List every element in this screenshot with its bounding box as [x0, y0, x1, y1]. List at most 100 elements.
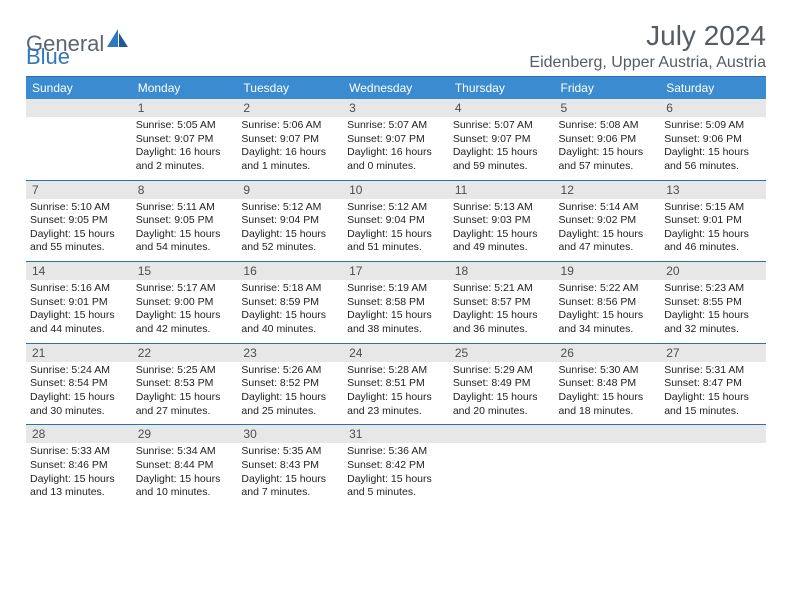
daynum-row: 14151617181920 [26, 262, 766, 280]
sunset-line: Sunset: 8:54 PM [30, 377, 128, 391]
sunset-line: Sunset: 9:04 PM [241, 214, 339, 228]
sunset-line: Sunset: 9:06 PM [664, 133, 762, 147]
brand-text-2-wrap: Blue [26, 44, 70, 70]
day-cell: Sunrise: 5:05 AMSunset: 9:07 PMDaylight:… [132, 117, 238, 180]
day-number: 8 [132, 181, 238, 199]
dow-thursday: Thursday [449, 77, 555, 99]
daynum-row: 78910111213 [26, 181, 766, 199]
daylight-line: Daylight: 15 hours and 56 minutes. [664, 146, 762, 173]
daylight-line: Daylight: 15 hours and 40 minutes. [241, 309, 339, 336]
week-row: Sunrise: 5:05 AMSunset: 9:07 PMDaylight:… [26, 117, 766, 180]
day-cell: Sunrise: 5:11 AMSunset: 9:05 PMDaylight:… [132, 199, 238, 262]
page-title: July 2024 [529, 20, 766, 52]
daylight-line: Daylight: 16 hours and 1 minutes. [241, 146, 339, 173]
daylight-line: Daylight: 15 hours and 36 minutes. [453, 309, 551, 336]
sunset-line: Sunset: 9:07 PM [241, 133, 339, 147]
sunset-line: Sunset: 8:49 PM [453, 377, 551, 391]
day-number: 30 [237, 425, 343, 443]
sunset-line: Sunset: 8:42 PM [347, 459, 445, 473]
day-number: 18 [449, 262, 555, 280]
calendar-page: General July 2024 Eidenberg, Upper Austr… [0, 0, 792, 526]
sunset-line: Sunset: 8:59 PM [241, 296, 339, 310]
brand-text-2: Blue [26, 44, 70, 69]
day-number: 6 [660, 99, 766, 117]
daylight-line: Daylight: 15 hours and 20 minutes. [453, 391, 551, 418]
daynum-row: 21222324252627 [26, 344, 766, 362]
daynum-row: 28293031 [26, 425, 766, 443]
day-cell: Sunrise: 5:18 AMSunset: 8:59 PMDaylight:… [237, 280, 343, 343]
header: General July 2024 Eidenberg, Upper Austr… [26, 20, 766, 72]
sunrise-line: Sunrise: 5:36 AM [347, 445, 445, 459]
dow-monday: Monday [132, 77, 238, 99]
sunrise-line: Sunrise: 5:18 AM [241, 282, 339, 296]
daylight-line: Daylight: 15 hours and 7 minutes. [241, 473, 339, 500]
day-number: 24 [343, 344, 449, 362]
day-cell: Sunrise: 5:08 AMSunset: 9:06 PMDaylight:… [555, 117, 661, 180]
day-number: 26 [555, 344, 661, 362]
sunrise-line: Sunrise: 5:29 AM [453, 364, 551, 378]
sunrise-line: Sunrise: 5:12 AM [347, 201, 445, 215]
sunrise-line: Sunrise: 5:09 AM [664, 119, 762, 133]
sunrise-line: Sunrise: 5:25 AM [136, 364, 234, 378]
daylight-line: Daylight: 15 hours and 42 minutes. [136, 309, 234, 336]
calendar-table: Sunday Monday Tuesday Wednesday Thursday… [26, 77, 766, 506]
sunrise-line: Sunrise: 5:33 AM [30, 445, 128, 459]
daylight-line: Daylight: 16 hours and 2 minutes. [136, 146, 234, 173]
sunrise-line: Sunrise: 5:24 AM [30, 364, 128, 378]
daylight-line: Daylight: 15 hours and 54 minutes. [136, 228, 234, 255]
day-number: 16 [237, 262, 343, 280]
sunset-line: Sunset: 8:47 PM [664, 377, 762, 391]
sunset-line: Sunset: 8:58 PM [347, 296, 445, 310]
sunrise-line: Sunrise: 5:35 AM [241, 445, 339, 459]
day-number: 28 [26, 425, 132, 443]
dow-friday: Friday [555, 77, 661, 99]
dow-tuesday: Tuesday [237, 77, 343, 99]
daylight-line: Daylight: 15 hours and 32 minutes. [664, 309, 762, 336]
day-number: 22 [132, 344, 238, 362]
day-number [26, 99, 132, 117]
daylight-line: Daylight: 15 hours and 23 minutes. [347, 391, 445, 418]
sunset-line: Sunset: 9:07 PM [347, 133, 445, 147]
sunset-line: Sunset: 9:01 PM [30, 296, 128, 310]
sunrise-line: Sunrise: 5:11 AM [136, 201, 234, 215]
day-cell: Sunrise: 5:35 AMSunset: 8:43 PMDaylight:… [237, 443, 343, 506]
sunrise-line: Sunrise: 5:07 AM [347, 119, 445, 133]
day-number: 9 [237, 181, 343, 199]
day-number: 20 [660, 262, 766, 280]
day-cell: Sunrise: 5:12 AMSunset: 9:04 PMDaylight:… [237, 199, 343, 262]
dow-sunday: Sunday [26, 77, 132, 99]
day-number: 5 [555, 99, 661, 117]
sunrise-line: Sunrise: 5:13 AM [453, 201, 551, 215]
sunset-line: Sunset: 8:43 PM [241, 459, 339, 473]
sunrise-line: Sunrise: 5:21 AM [453, 282, 551, 296]
day-number: 7 [26, 181, 132, 199]
sunset-line: Sunset: 9:05 PM [136, 214, 234, 228]
sunset-line: Sunset: 8:46 PM [30, 459, 128, 473]
sunrise-line: Sunrise: 5:30 AM [559, 364, 657, 378]
daylight-line: Daylight: 15 hours and 51 minutes. [347, 228, 445, 255]
day-cell: Sunrise: 5:07 AMSunset: 9:07 PMDaylight:… [343, 117, 449, 180]
daylight-line: Daylight: 15 hours and 47 minutes. [559, 228, 657, 255]
daylight-line: Daylight: 15 hours and 27 minutes. [136, 391, 234, 418]
daylight-line: Daylight: 15 hours and 44 minutes. [30, 309, 128, 336]
day-number: 2 [237, 99, 343, 117]
day-cell: Sunrise: 5:12 AMSunset: 9:04 PMDaylight:… [343, 199, 449, 262]
day-cell: Sunrise: 5:17 AMSunset: 9:00 PMDaylight:… [132, 280, 238, 343]
daylight-line: Daylight: 15 hours and 49 minutes. [453, 228, 551, 255]
daylight-line: Daylight: 15 hours and 38 minutes. [347, 309, 445, 336]
sunrise-line: Sunrise: 5:05 AM [136, 119, 234, 133]
sunrise-line: Sunrise: 5:07 AM [453, 119, 551, 133]
day-cell: Sunrise: 5:07 AMSunset: 9:07 PMDaylight:… [449, 117, 555, 180]
day-cell: Sunrise: 5:16 AMSunset: 9:01 PMDaylight:… [26, 280, 132, 343]
week-row: Sunrise: 5:16 AMSunset: 9:01 PMDaylight:… [26, 280, 766, 343]
day-cell: Sunrise: 5:29 AMSunset: 8:49 PMDaylight:… [449, 362, 555, 425]
sunrise-line: Sunrise: 5:28 AM [347, 364, 445, 378]
day-number: 3 [343, 99, 449, 117]
daylight-line: Daylight: 15 hours and 46 minutes. [664, 228, 762, 255]
sunset-line: Sunset: 9:02 PM [559, 214, 657, 228]
sunset-line: Sunset: 9:04 PM [347, 214, 445, 228]
day-number: 29 [132, 425, 238, 443]
sunset-line: Sunset: 9:03 PM [453, 214, 551, 228]
day-cell: Sunrise: 5:33 AMSunset: 8:46 PMDaylight:… [26, 443, 132, 506]
sunrise-line: Sunrise: 5:26 AM [241, 364, 339, 378]
